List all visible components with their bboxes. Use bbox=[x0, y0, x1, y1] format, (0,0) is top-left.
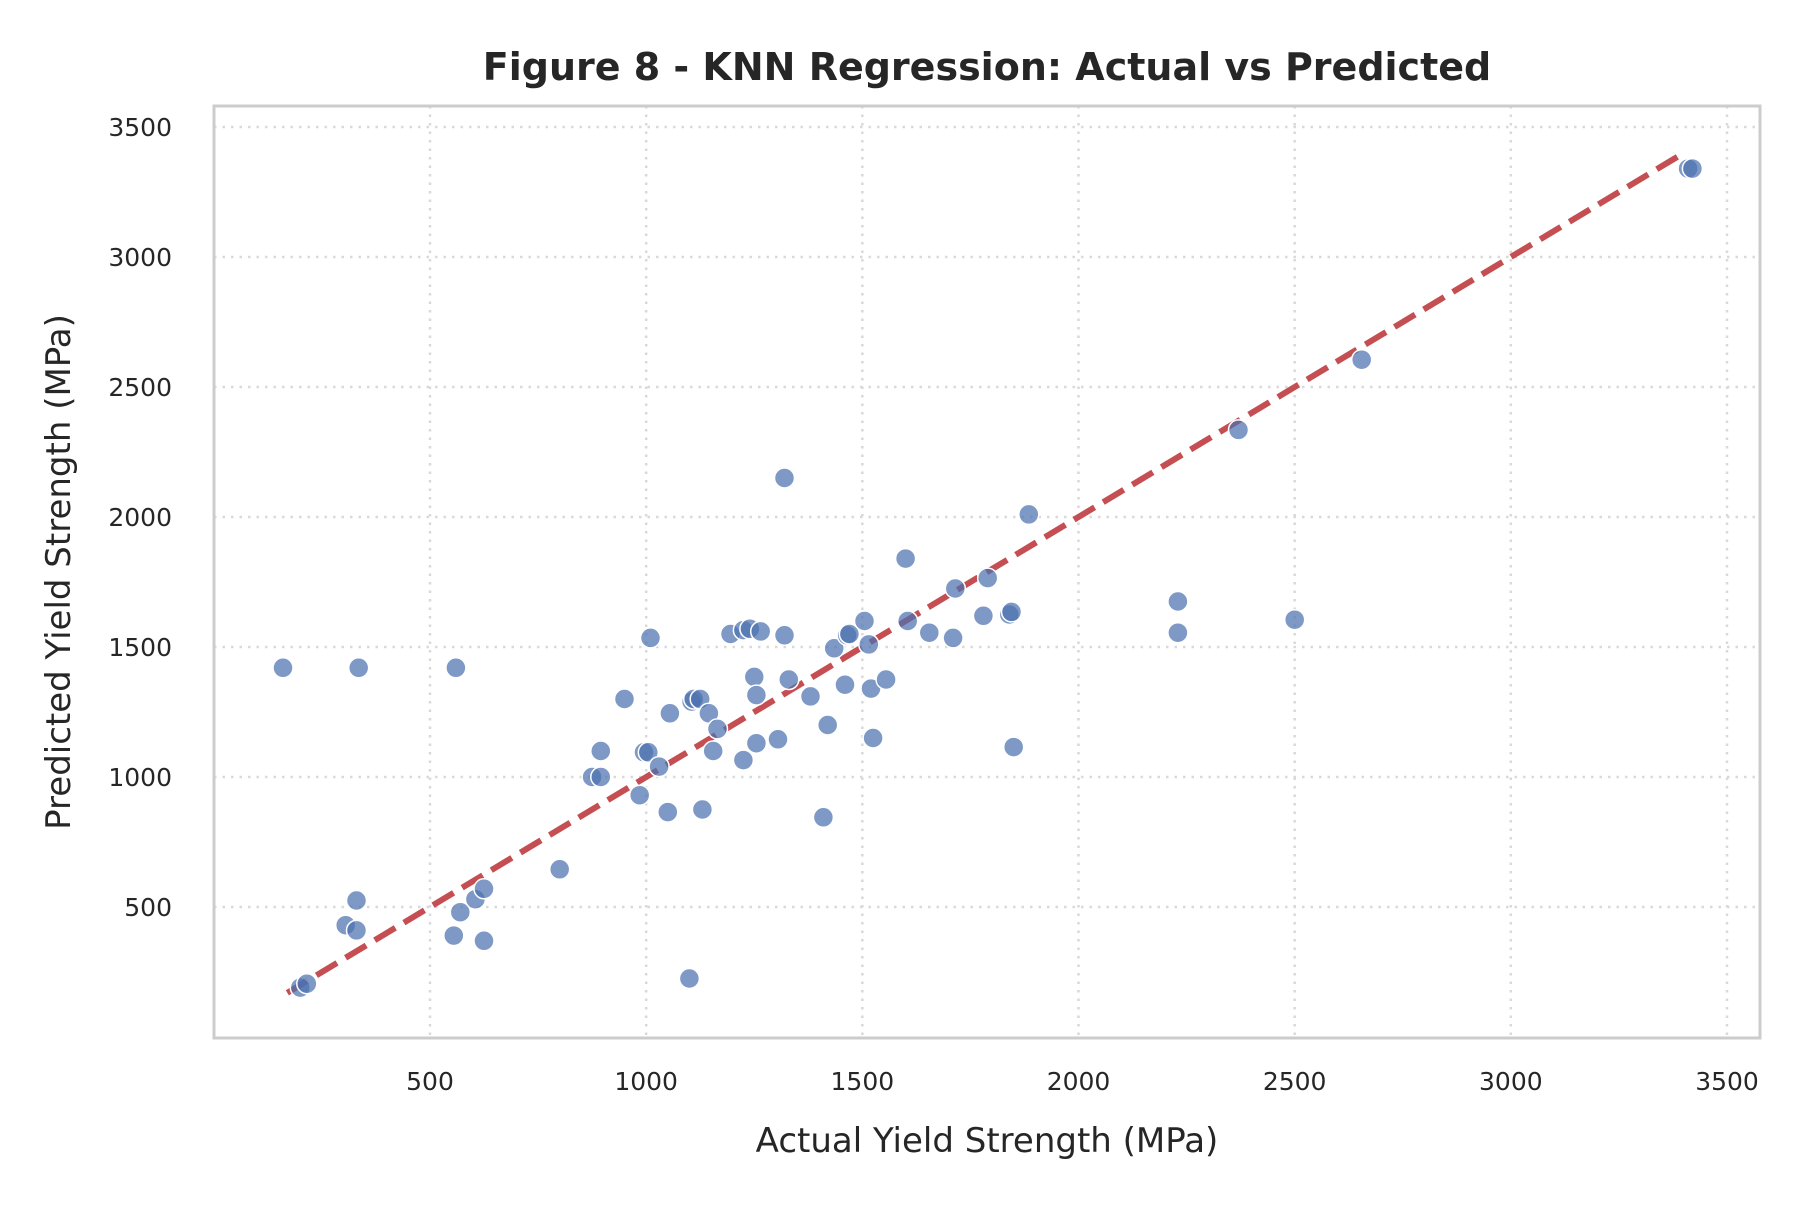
data-point bbox=[1002, 736, 1025, 758]
x-tick-label: 1000 bbox=[614, 1067, 678, 1096]
data-point bbox=[702, 740, 724, 762]
x-tick-label: 500 bbox=[406, 1067, 454, 1096]
data-point bbox=[449, 901, 472, 923]
data-point bbox=[1350, 348, 1373, 371]
data-point bbox=[976, 567, 999, 589]
data-point bbox=[896, 610, 919, 632]
data-point bbox=[590, 740, 612, 762]
y-tick-label: 3000 bbox=[108, 243, 172, 272]
data-point bbox=[272, 657, 294, 679]
x-tick-label: 3000 bbox=[1479, 1067, 1543, 1096]
data-point bbox=[1227, 419, 1250, 441]
data-point bbox=[473, 878, 495, 900]
x-tick-labels: 500 1000 1500 2000 2500 3000 3500 bbox=[406, 1067, 1759, 1096]
y-tick-label: 2500 bbox=[108, 373, 172, 402]
data-point bbox=[812, 806, 835, 829]
data-point bbox=[858, 633, 880, 656]
data-point bbox=[691, 798, 714, 821]
data-point bbox=[628, 784, 651, 806]
data-point bbox=[445, 657, 467, 679]
data-point bbox=[347, 657, 370, 679]
data-point bbox=[613, 688, 636, 710]
data-point bbox=[1283, 608, 1306, 631]
data-point bbox=[942, 627, 964, 649]
y-tick-label: 1000 bbox=[108, 763, 172, 792]
x-tick-label: 3500 bbox=[1695, 1067, 1759, 1096]
data-point bbox=[1018, 503, 1040, 526]
data-point bbox=[773, 624, 796, 647]
data-point bbox=[732, 749, 755, 771]
data-point bbox=[918, 621, 941, 644]
data-point bbox=[706, 718, 729, 740]
data-point bbox=[972, 605, 995, 627]
data-point bbox=[745, 684, 768, 706]
x-tick-label: 2000 bbox=[1047, 1067, 1111, 1096]
data-point bbox=[345, 919, 368, 942]
x-tick-label: 2500 bbox=[1263, 1067, 1327, 1096]
data-point bbox=[894, 547, 917, 570]
data-point bbox=[834, 673, 856, 696]
data-point bbox=[823, 637, 845, 660]
y-tick-labels: 500 1000 1500 2000 2500 3000 3500 bbox=[108, 113, 172, 922]
data-point bbox=[637, 741, 660, 764]
data-point bbox=[443, 924, 465, 947]
data-point bbox=[745, 732, 768, 754]
data-point bbox=[944, 577, 967, 600]
x-axis-label: Actual Yield Strength (MPa) bbox=[756, 1121, 1219, 1161]
x-tick-label: 1500 bbox=[831, 1067, 895, 1096]
y-tick-label: 3500 bbox=[108, 113, 172, 142]
data-point bbox=[799, 685, 822, 708]
y-tick-label: 2000 bbox=[108, 503, 172, 532]
y-axis-label: Predicted Yield Strength (MPa) bbox=[39, 314, 79, 830]
data-point bbox=[648, 755, 670, 778]
chart-title: Figure 8 - KNN Regression: Actual vs Pre… bbox=[483, 45, 1491, 89]
data-point bbox=[1167, 590, 1189, 613]
data-point bbox=[590, 766, 612, 788]
data-point bbox=[838, 623, 861, 645]
data-point bbox=[875, 668, 897, 691]
data-point bbox=[1000, 601, 1023, 623]
data-point bbox=[743, 666, 766, 688]
y-tick-label: 1500 bbox=[108, 633, 172, 662]
y-tick-label: 500 bbox=[124, 893, 172, 922]
data-point bbox=[778, 668, 800, 691]
grid bbox=[214, 106, 1760, 1038]
data-point bbox=[816, 714, 839, 736]
data-point bbox=[659, 702, 681, 725]
data-point bbox=[473, 930, 495, 952]
data-point bbox=[767, 728, 789, 751]
data-points bbox=[272, 157, 1704, 999]
data-point bbox=[296, 972, 318, 995]
data-point bbox=[1167, 621, 1189, 644]
data-point bbox=[548, 858, 571, 881]
data-point bbox=[657, 801, 679, 823]
data-point bbox=[853, 610, 876, 632]
data-point bbox=[345, 889, 368, 912]
data-point bbox=[862, 727, 884, 749]
data-point bbox=[773, 467, 796, 489]
data-point bbox=[678, 967, 701, 990]
data-point bbox=[749, 620, 772, 643]
data-point bbox=[639, 627, 662, 649]
plot-frame bbox=[212, 104, 1762, 1040]
data-point bbox=[1681, 157, 1704, 180]
